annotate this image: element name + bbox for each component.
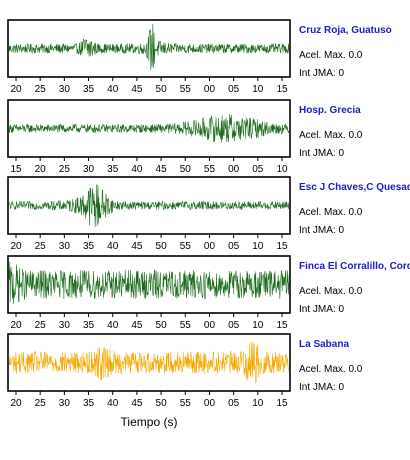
x-tick-label: 40 bbox=[107, 398, 119, 409]
x-tick-label: 05 bbox=[228, 398, 240, 409]
x-tick-label: 05 bbox=[228, 84, 240, 95]
seismogram-panel: 20 25 30 35 40 45 50 55 00 05 10 15 Finca El Corrali… bbox=[7, 255, 410, 331]
x-tick-label: 15 bbox=[276, 84, 288, 95]
acel-max-label: Acel. Max. 0.0 bbox=[299, 130, 363, 141]
x-tick-label: 30 bbox=[59, 84, 71, 95]
x-tick-label: 15 bbox=[276, 398, 288, 409]
x-tick-label: 10 bbox=[252, 398, 264, 409]
x-tick-label: 45 bbox=[156, 164, 168, 175]
x-tick-label: 40 bbox=[107, 84, 119, 95]
x-tick-label: 00 bbox=[228, 164, 240, 175]
x-tick-label: 30 bbox=[59, 398, 71, 409]
x-tick-label: 30 bbox=[83, 164, 95, 175]
x-tick-label: 40 bbox=[131, 164, 143, 175]
x-tick-label: 55 bbox=[180, 241, 192, 252]
x-tick-label: 00 bbox=[204, 320, 216, 331]
x-tick-label: 20 bbox=[10, 241, 22, 252]
acel-max-label: Acel. Max. 0.0 bbox=[299, 50, 363, 61]
x-tick-label: 35 bbox=[83, 84, 95, 95]
x-axis-title: Tiempo (s) bbox=[121, 415, 178, 429]
acel-max-label: Acel. Max. 0.0 bbox=[299, 364, 363, 375]
x-tick-label: 50 bbox=[156, 241, 168, 252]
x-tick-label: 25 bbox=[35, 398, 47, 409]
x-tick-label: 55 bbox=[180, 84, 192, 95]
x-tick-label: 55 bbox=[180, 320, 192, 331]
x-tick-label: 15 bbox=[10, 164, 22, 175]
x-tick-label: 20 bbox=[10, 84, 22, 95]
station-name: Hosp. Grecia bbox=[299, 105, 361, 116]
acel-max-label: Acel. Max. 0.0 bbox=[299, 207, 363, 218]
panel-frame bbox=[7, 176, 291, 235]
x-tick-label: 55 bbox=[180, 398, 192, 409]
station-name: Esc J Chaves,C Quesada bbox=[299, 182, 410, 193]
x-tick-label: 45 bbox=[131, 84, 143, 95]
x-tick-label: 10 bbox=[252, 320, 264, 331]
x-tick-label: 45 bbox=[131, 320, 143, 331]
x-tick-label: 30 bbox=[59, 241, 71, 252]
x-tick-label: 35 bbox=[83, 398, 95, 409]
x-tick-label: 10 bbox=[252, 241, 264, 252]
x-tick-label: 25 bbox=[35, 84, 47, 95]
x-tick-label: 00 bbox=[204, 398, 216, 409]
waveform-trace bbox=[8, 341, 290, 384]
x-tick-label: 10 bbox=[276, 164, 288, 175]
x-tick-label: 30 bbox=[59, 320, 71, 331]
x-tick-label: 15 bbox=[276, 241, 288, 252]
x-tick-label: 55 bbox=[204, 164, 216, 175]
x-tick-label: 20 bbox=[10, 320, 22, 331]
waveform-trace bbox=[8, 184, 290, 227]
int-jma-label: Int JMA: 0 bbox=[299, 68, 344, 79]
x-tick-label: 45 bbox=[131, 398, 143, 409]
x-tick-label: 50 bbox=[156, 84, 168, 95]
x-tick-label: 35 bbox=[83, 320, 95, 331]
x-tick-label: 25 bbox=[35, 320, 47, 331]
x-tick-label: 00 bbox=[204, 84, 216, 95]
x-tick-label: 20 bbox=[35, 164, 47, 175]
x-tick-label: 50 bbox=[156, 320, 168, 331]
station-name: Cruz Roja, Guatuso bbox=[299, 25, 392, 36]
x-tick-label: 50 bbox=[180, 164, 192, 175]
station-name: Finca El Corralillo, Coronado bbox=[299, 261, 410, 272]
x-tick-label: 40 bbox=[107, 320, 119, 331]
int-jma-label: Int JMA: 0 bbox=[299, 382, 344, 393]
x-tick-label: 25 bbox=[59, 164, 71, 175]
x-tick-label: 00 bbox=[204, 241, 216, 252]
seismogram-panel: 15 20 25 30 35 40 45 50 55 00 05 10 Hosp. Grecia Acel… bbox=[7, 99, 363, 175]
x-tick-label: 40 bbox=[107, 241, 119, 252]
seismogram-panel: 20 25 30 35 40 45 50 55 00 05 10 15 Cruz Roja, Guatu… bbox=[7, 19, 392, 95]
waveform-trace bbox=[8, 261, 290, 304]
int-jma-label: Int JMA: 0 bbox=[299, 304, 344, 315]
acel-max-label: Acel. Max. 0.0 bbox=[299, 286, 363, 297]
waveform-trace bbox=[8, 113, 290, 143]
x-tick-label: 35 bbox=[107, 164, 119, 175]
seismogram-panel: 20 25 30 35 40 45 50 55 00 05 10 15 Esc J Chaves,C Q… bbox=[7, 176, 410, 252]
x-tick-label: 05 bbox=[228, 241, 240, 252]
x-tick-label: 50 bbox=[156, 398, 168, 409]
int-jma-label: Int JMA: 0 bbox=[299, 148, 344, 159]
x-tick-label: 35 bbox=[83, 241, 95, 252]
station-name: La Sabana bbox=[299, 339, 349, 350]
int-jma-label: Int JMA: 0 bbox=[299, 225, 344, 236]
x-tick-label: 05 bbox=[228, 320, 240, 331]
waveform-trace bbox=[8, 23, 290, 71]
seismogram-panel: 20 25 30 35 40 45 50 55 00 05 10 15 La Sabana Acel. M… bbox=[7, 333, 363, 409]
x-tick-label: 15 bbox=[276, 320, 288, 331]
x-tick-label: 25 bbox=[35, 241, 47, 252]
x-tick-label: 20 bbox=[10, 398, 22, 409]
x-tick-label: 10 bbox=[252, 84, 264, 95]
x-tick-label: 45 bbox=[131, 241, 143, 252]
x-tick-label: 05 bbox=[252, 164, 264, 175]
panel-frame bbox=[7, 255, 291, 314]
